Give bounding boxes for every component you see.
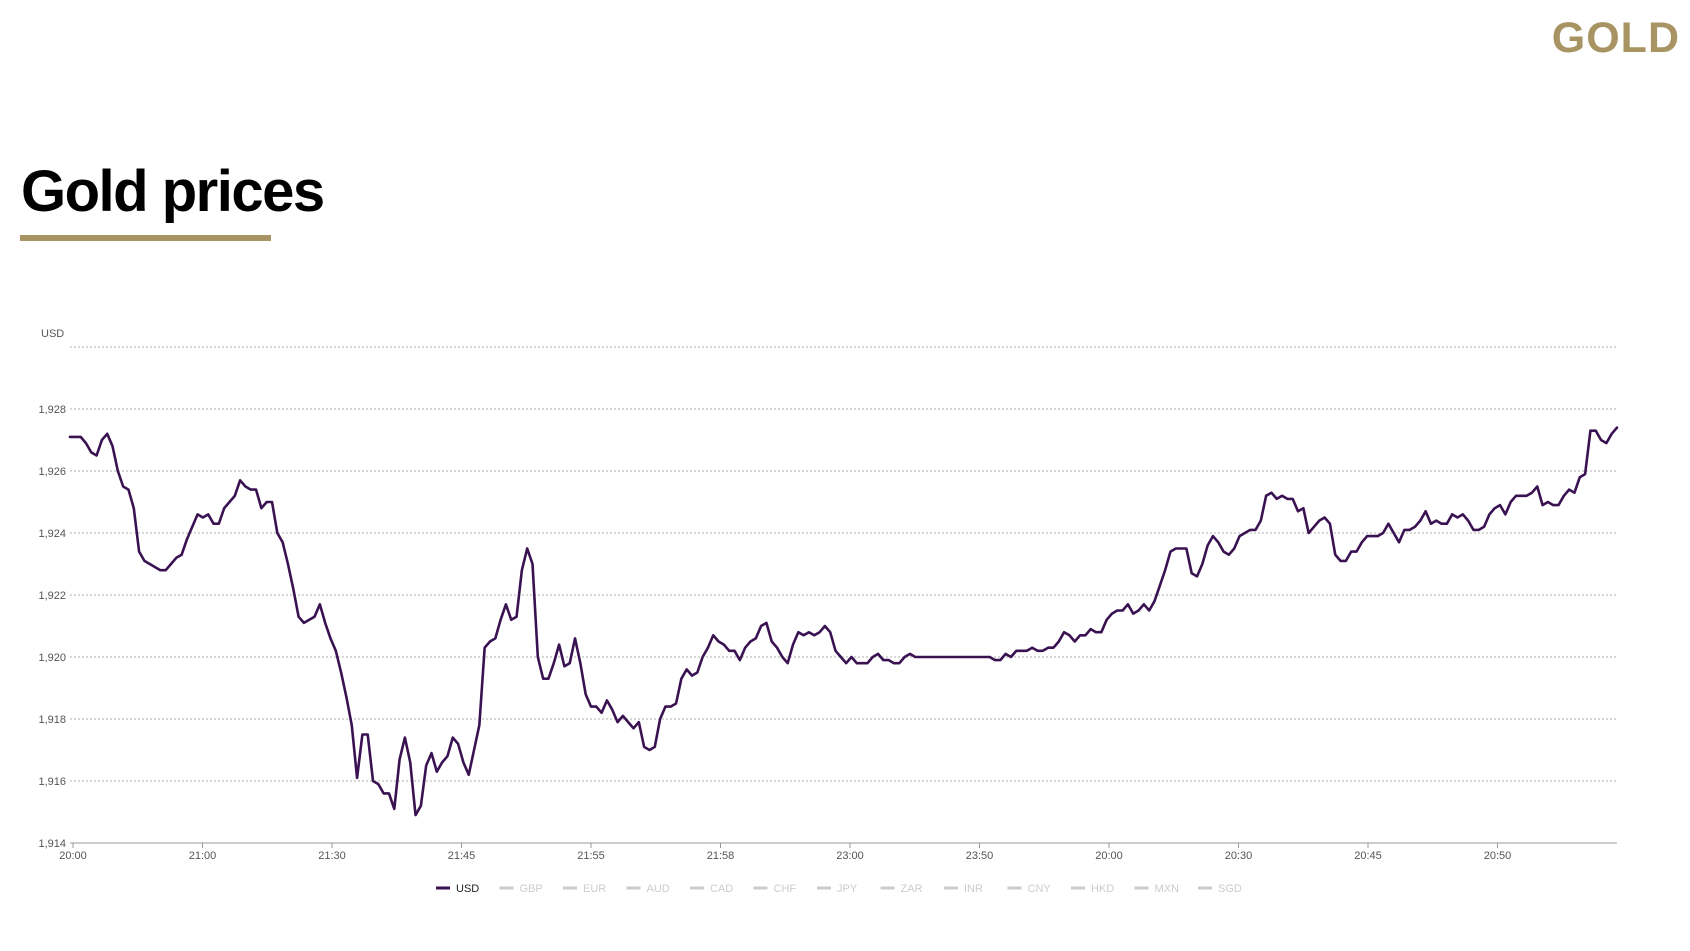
y-tick-label: 1,924 [38, 528, 66, 540]
x-tick-label: 23:00 [836, 850, 864, 862]
x-tick-label: 23:50 [966, 850, 994, 862]
legend-label: INR [964, 883, 983, 895]
y-tick-label: 1,914 [38, 838, 66, 850]
legend-item-chf[interactable]: CHF [753, 883, 797, 895]
legend-item-zar[interactable]: ZAR [880, 883, 923, 895]
legend-item-inr[interactable]: INR [944, 883, 983, 895]
legend-label: CNY [1028, 883, 1052, 895]
legend-label: ZAR [901, 883, 923, 895]
legend-item-cny[interactable]: CNY [1007, 883, 1052, 895]
x-tick-label: 21:45 [448, 850, 476, 862]
x-tick-label: 21:55 [577, 850, 605, 862]
x-tick-label: 21:00 [189, 850, 217, 862]
legend-label: HKD [1091, 883, 1114, 895]
y-tick-label: 1,920 [38, 652, 66, 664]
y-tick-label: 1,928 [38, 404, 66, 416]
x-tick-label: 20:00 [1095, 850, 1123, 862]
legend-label: EUR [583, 883, 606, 895]
y-axis-unit-label: USD [41, 328, 64, 340]
y-tick-label: 1,918 [38, 714, 66, 726]
series-layer [68, 426, 1619, 817]
x-tick-label: 20:45 [1354, 850, 1382, 862]
title-underline [20, 235, 271, 241]
legend-item-eur[interactable]: EUR [563, 883, 606, 895]
legend-label: AUD [647, 883, 670, 895]
y-tick-label: 1,926 [38, 466, 66, 478]
grid-lines [70, 346, 1617, 844]
x-axis-ticks: 20:00 21:00 21:30 21:45 21:55 21:58 23:00 23:50… [59, 843, 1511, 862]
legend-item-sgd[interactable]: SGD [1198, 883, 1242, 895]
legend-label: CHF [774, 883, 797, 895]
legend-item-jpy[interactable]: JPY [817, 883, 858, 895]
legend-label: USD [456, 883, 479, 895]
x-tick-label: 21:30 [318, 850, 346, 862]
y-tick-label: 1,916 [38, 776, 66, 788]
legend-label: SGD [1218, 883, 1242, 895]
legend-label: MXN [1155, 883, 1180, 895]
legend-label: GBP [520, 883, 543, 895]
x-tick-label: 21:58 [707, 850, 735, 862]
x-tick-label: 20:00 [59, 850, 87, 862]
legend-item-usd[interactable]: USD [436, 883, 479, 895]
legend-label: CAD [710, 883, 733, 895]
page-title: Gold prices [21, 159, 325, 224]
legend-item-hkd[interactable]: HKD [1071, 883, 1114, 895]
legend: USD GBP EUR AUD CAD CHF JPY ZAR INR CNY HKD MXN SGD [436, 883, 1242, 895]
y-tick-label: 1,922 [38, 590, 66, 602]
brand-logo: GOLD [1551, 14, 1680, 62]
legend-item-cad[interactable]: CAD [690, 883, 733, 895]
legend-label: JPY [837, 883, 858, 895]
legend-item-aud[interactable]: AUD [626, 883, 670, 895]
x-tick-label: 20:50 [1484, 850, 1512, 862]
y-axis-ticks: 1,914 1,916 1,918 1,920 1,922 1,924 1,926 1,928 [38, 404, 66, 850]
x-tick-label: 20:30 [1225, 850, 1253, 862]
series-line-usd [68, 426, 1619, 817]
legend-item-gbp[interactable]: GBP [499, 883, 543, 895]
legend-item-mxn[interactable]: MXN [1134, 883, 1180, 895]
